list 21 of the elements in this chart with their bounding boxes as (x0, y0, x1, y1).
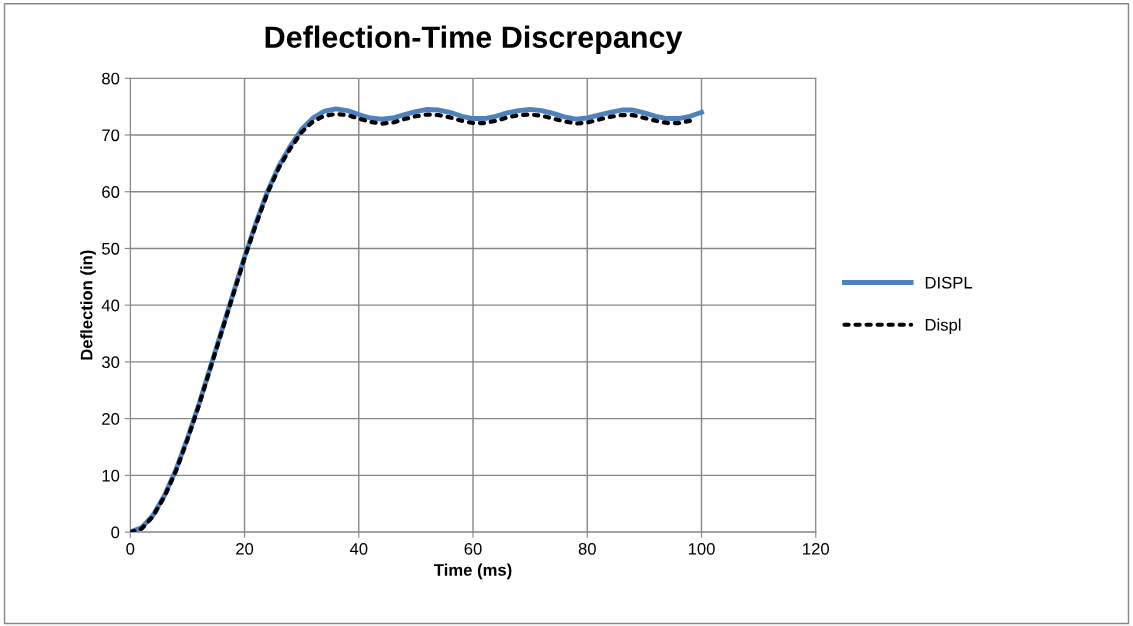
y-tick-label: 10 (102, 469, 120, 482)
y-tick-label: 50 (102, 242, 120, 255)
y-tick-label: 70 (102, 129, 120, 142)
legend-label: Displ (925, 318, 961, 335)
y-tick-label: 60 (102, 186, 120, 198)
x-tick-label: 0 (126, 542, 135, 555)
chart-title: Deflection-Time Discrepancy (265, 25, 683, 55)
y-tick-label: 30 (101, 356, 120, 369)
x-tick-label: 120 (803, 542, 830, 555)
x-tick-label: 60 (464, 542, 482, 555)
y-tick-label: 20 (102, 413, 120, 425)
x-tick-label: 20 (236, 542, 254, 555)
x-tick-label: 80 (578, 542, 596, 555)
x-axis-title: Time (ms) (434, 563, 512, 580)
x-tick-label: 40 (349, 542, 368, 555)
x-tick-label: 100 (688, 542, 715, 555)
legend-label: DISPL (925, 276, 973, 289)
y-axis-title: Deflection (in) (80, 250, 96, 360)
y-tick-label: 0 (111, 526, 120, 539)
y-tick-label: 80 (102, 72, 120, 85)
y-tick-label: 40 (101, 299, 120, 312)
